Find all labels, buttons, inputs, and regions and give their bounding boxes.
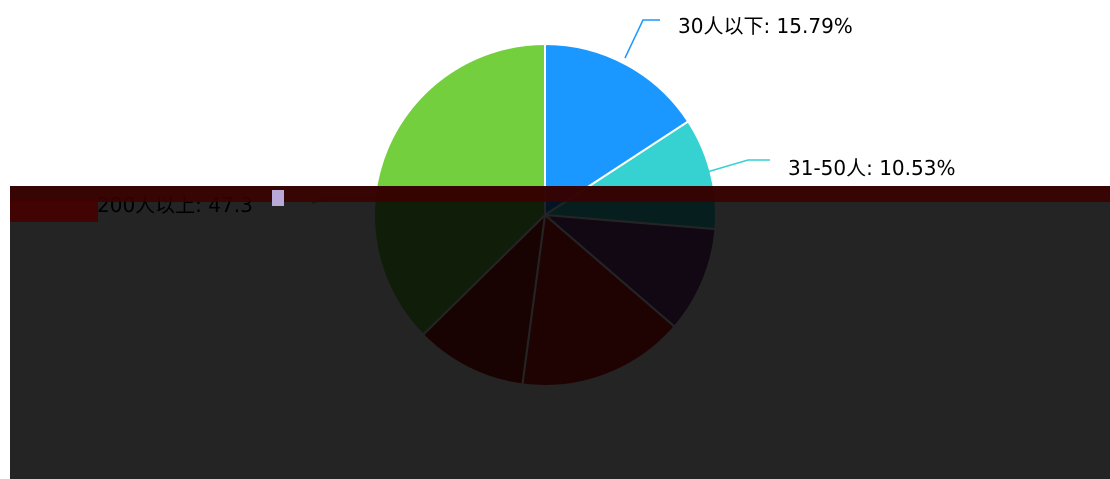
slice-label: 30人以下: 15.79% bbox=[678, 14, 853, 38]
slice-label: 31-50人: 10.53% bbox=[788, 156, 955, 180]
leader-line bbox=[706, 159, 770, 173]
dark-overlay bbox=[10, 186, 1110, 479]
overlay-strip bbox=[10, 186, 1110, 202]
overlay-swatch bbox=[272, 190, 284, 206]
pie-slice-30人以下 bbox=[544, 42, 690, 217]
leader-line bbox=[624, 19, 660, 59]
overlay-strip-left bbox=[10, 200, 98, 222]
